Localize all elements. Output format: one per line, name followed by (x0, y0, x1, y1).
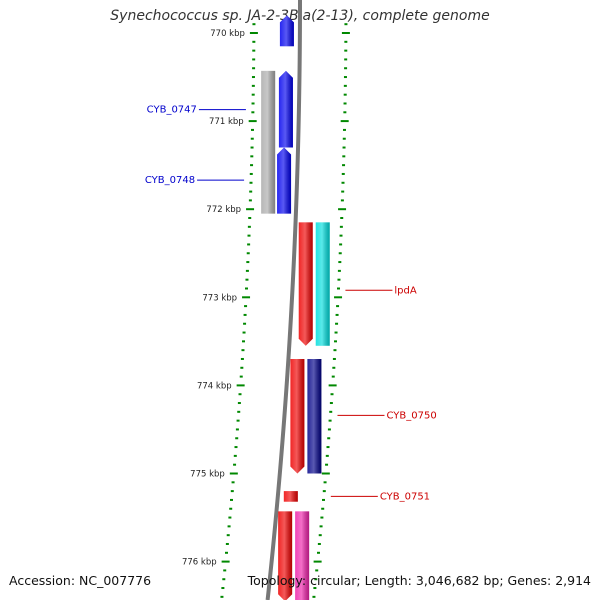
tick-label: 772 kbp (206, 205, 241, 215)
forward-cds-block-shading (279, 15, 294, 47)
tick-label: 771 kbp (209, 117, 244, 127)
gene-label: CYB_0751 (380, 491, 430, 502)
reverse-gene-block-shading (295, 511, 310, 600)
reverse-cds-block-shading (283, 491, 298, 502)
label-layer: CYB_0747 CYB_0748 lpdA CYB_0750 CYB_0751 (145, 105, 437, 503)
reverse-cds-block-shading (278, 511, 293, 600)
tick-label: 775 kbp (190, 470, 225, 480)
tick-label: 770 kbp (210, 29, 245, 39)
forward-gene-block-shading (261, 70, 276, 214)
reverse-gene-block-shading (315, 222, 330, 346)
backbone-line (265, 0, 302, 600)
gene-label: CYB_0748 (145, 175, 195, 186)
tick-layer: 770 kbp 771 kbp 772 kbp 773 kbp 774 kbp 775 k… (182, 23, 350, 598)
gene-label: CYB_0747 (147, 105, 197, 116)
reverse-cds-block-shading (298, 222, 313, 346)
feature-layer (261, 15, 330, 600)
tick-label: 773 kbp (202, 293, 237, 303)
forward-cds-block-shading (277, 147, 292, 214)
reverse-gene-block-shading (307, 358, 322, 474)
reverse-cds-block-shading (290, 358, 305, 474)
gene-label: CYB_0750 (386, 410, 436, 421)
tick-label: 776 kbp (182, 558, 217, 568)
forward-cds-block-shading (278, 70, 293, 148)
accession-text: Accession: NC_007776 (9, 573, 152, 588)
gene-label: lpdA (394, 285, 416, 296)
genome-backbone (265, 0, 302, 600)
genome-stats-text: Topology: circular; Length: 3,046,682 bp… (247, 573, 591, 588)
tick-label: 774 kbp (197, 381, 232, 391)
